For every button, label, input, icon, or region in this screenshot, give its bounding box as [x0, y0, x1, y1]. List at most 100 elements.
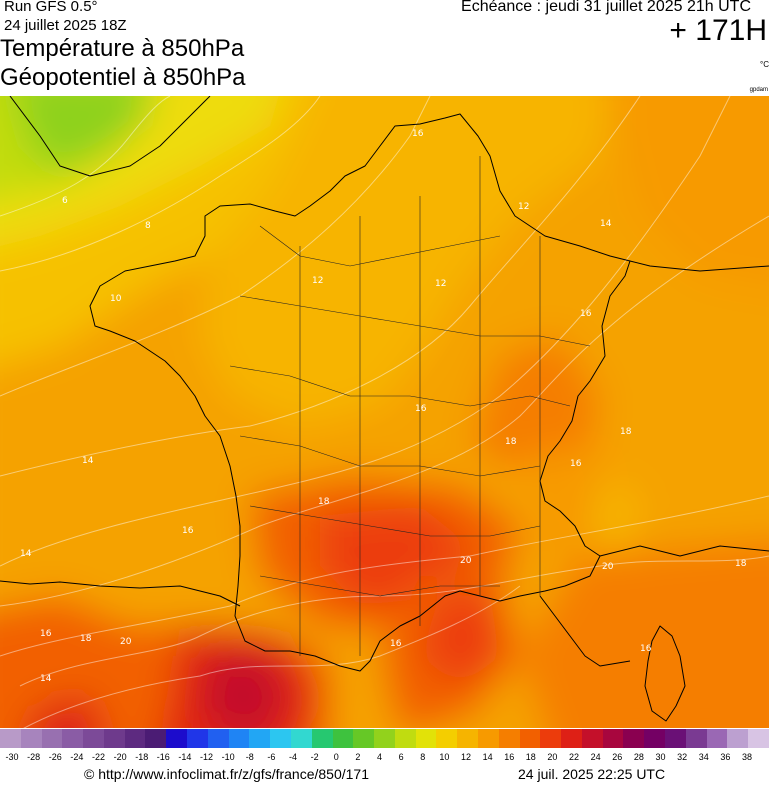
legend-tick-label: 24 — [590, 752, 601, 762]
isotherm-label: 20 — [460, 556, 472, 566]
legend-swatch — [249, 729, 271, 748]
credit-small: gpdam — [749, 87, 768, 93]
legend-tick-label: -18 — [135, 752, 149, 762]
legend-tick-label: -26 — [48, 752, 62, 762]
legend-swatch — [228, 729, 250, 748]
isotherm-label: 14 — [40, 674, 52, 684]
lead-time: + 171H — [669, 14, 767, 47]
legend-tick-label: 12 — [460, 752, 471, 762]
color-scale-ticks: -30 -28 -26 -24 -22 -20 -18 -16 -14 -12 -10 -8 -6 -4-… — [0, 752, 769, 766]
isotherm-label: 16 — [640, 644, 652, 654]
legend-tick-label: 14 — [482, 752, 493, 762]
isotherm-label: 16 — [412, 129, 424, 139]
legend-tick-label: -30 — [5, 752, 19, 762]
isotherm-label: 18 — [620, 427, 632, 437]
legend-swatch — [332, 729, 354, 748]
legend-swatch — [623, 729, 645, 748]
legend-tick-label: 2 — [355, 752, 361, 762]
isotherm-lines — [0, 96, 769, 728]
legend-swatch — [83, 729, 104, 748]
isotherm-label: 16 — [182, 526, 194, 536]
legend-tick-label: 0 — [333, 752, 339, 762]
isotherm-label: 16 — [40, 629, 52, 639]
legend-swatch — [540, 729, 562, 748]
legend-swatch — [374, 729, 395, 748]
legend-swatch — [20, 729, 42, 748]
legend-tick-label: 18 — [525, 752, 536, 762]
legend-swatch — [685, 729, 707, 748]
legend-swatch — [0, 729, 21, 748]
generated-date: 24 juil. 2025 22:25 UTC — [518, 766, 666, 782]
legend-swatch — [748, 729, 769, 748]
legend-tick-label: -14 — [178, 752, 192, 762]
legend-tick-label: 26 — [612, 752, 623, 762]
isotherm-label: 12 — [435, 279, 446, 289]
legend-tick-label: 28 — [633, 752, 644, 762]
legend-tick-label: 6 — [398, 752, 404, 762]
isotherm-label: 20 — [120, 637, 132, 647]
isotherm-labels: 6 8 10 12 12 12 14 14 14 16 16 16 16 16 16 18 18 18 18 20 20… — [20, 129, 747, 684]
legend-tick-label: 30 — [655, 752, 666, 762]
isotherm-label: 16 — [580, 309, 592, 319]
legend-tick-label: -10 — [221, 752, 235, 762]
legend-swatch — [187, 729, 208, 748]
isotherm-label: 16 — [570, 459, 582, 469]
legend-tick-label: 22 — [569, 752, 580, 762]
temperature-field — [0, 96, 769, 728]
forecast-valid-time: Echéance : jeudi 31 juillet 2025 21h UTC — [461, 0, 751, 15]
isotherm-label: 18 — [80, 634, 92, 644]
legend-swatch — [41, 729, 63, 748]
source-url[interactable]: © http://www.infoclimat.fr/z/gfs/france/… — [84, 766, 369, 782]
legend-swatch — [665, 729, 686, 748]
legend-tick-label: -24 — [70, 752, 84, 762]
legend-swatch — [62, 729, 84, 748]
legend-swatch — [124, 729, 146, 748]
isotherm-label: 12 — [518, 202, 529, 212]
isotherm-label: 6 — [62, 196, 68, 206]
legend-tick-label: 38 — [741, 752, 753, 762]
color-scale-legend — [0, 729, 769, 748]
map-title-temperature: Température à 850hPa — [0, 35, 245, 62]
isotherm-label: 18 — [735, 559, 747, 569]
isotherm-label: 14 — [600, 219, 612, 229]
legend-tick-label: 20 — [547, 752, 558, 762]
map-title-geopotential: Géopotentiel à 850hPa — [0, 64, 246, 91]
legend-tick-label: 36 — [720, 752, 731, 762]
legend-swatch — [103, 729, 125, 748]
legend-tick-label: -2 — [310, 752, 319, 762]
temperature-map[interactable]: 6 8 10 12 12 12 14 14 14 16 16 16 16 16 16 18 18 18 18 20 20… — [0, 96, 769, 728]
legend-swatch — [727, 729, 749, 748]
legend-swatch — [498, 729, 520, 748]
legend-swatch — [644, 729, 665, 748]
legend-swatch — [436, 729, 458, 748]
isotherm-label: 14 — [82, 456, 94, 466]
legend-tick-label: -6 — [267, 752, 276, 762]
legend-swatch — [290, 729, 312, 748]
legend-tick-label: 8 — [420, 752, 426, 762]
legend-swatch — [207, 729, 229, 748]
legend-tick-label: -22 — [91, 752, 105, 762]
legend-swatch — [581, 729, 603, 748]
legend-swatch — [311, 729, 333, 748]
legend-tick-label: 34 — [698, 752, 709, 762]
legend-tick-label: -16 — [156, 752, 170, 762]
legend-swatch — [602, 729, 624, 748]
legend-swatch — [166, 729, 188, 748]
legend-tick-label: -20 — [113, 752, 127, 762]
legend-swatch — [706, 729, 728, 748]
legend-swatch — [457, 729, 478, 748]
legend-tick-label: 16 — [504, 752, 515, 762]
isotherm-label: 20 — [602, 562, 614, 572]
isotherm-label: 8 — [145, 221, 151, 231]
legend-swatch — [353, 729, 375, 748]
legend-swatch — [477, 729, 499, 748]
legend-tick-label: 4 — [376, 752, 383, 762]
run-label: Run GFS 0.5° — [4, 0, 98, 15]
isotherm-label: 18 — [505, 437, 517, 447]
unit-label: °C — [760, 60, 769, 69]
coastline-borders — [0, 96, 769, 722]
isotherm-label: 16 — [390, 639, 402, 649]
legend-tick-label: -12 — [200, 752, 214, 762]
legend-tick-label: 32 — [677, 752, 688, 762]
legend-tick-label: -28 — [27, 752, 41, 762]
